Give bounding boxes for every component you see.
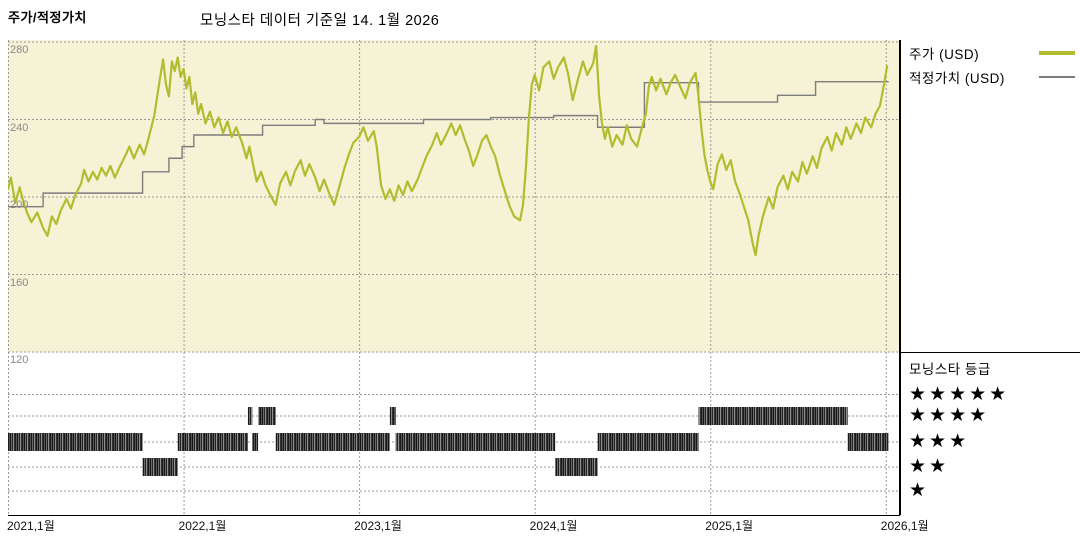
fair-value-line-swatch	[1039, 76, 1075, 78]
y-tick-label-200: 200	[10, 199, 29, 211]
rating-band-3-star	[252, 433, 259, 451]
price-area-background	[8, 40, 899, 352]
x-tick-label-2023,1월: 2023,1월	[354, 519, 402, 533]
rating-band-3-star	[395, 433, 556, 451]
x-tick-label-2022,1월: 2022,1월	[178, 519, 227, 533]
x-tick-label-2026,1월: 2026,1월	[880, 519, 929, 533]
y-tick-label-160: 160	[10, 276, 29, 289]
rating-band-3-star	[177, 433, 248, 451]
rating-band-3-star	[847, 433, 889, 451]
rating-band-3-star	[275, 433, 390, 451]
rating-legend-title: 모닝스타 등급	[909, 362, 991, 377]
section-kicker: 주가/적정가치	[8, 10, 87, 25]
rating-band-4-star	[389, 407, 396, 425]
x-tick-label-2025,1월: 2025,1월	[705, 519, 753, 533]
chart-plot-area: 280 240 200 160 120	[8, 40, 900, 516]
rating-band-3-star	[8, 433, 143, 451]
rating-row-5-star: ★★★★★	[909, 383, 1010, 405]
price-line	[8, 44, 889, 257]
rating-band-4-star	[247, 407, 253, 425]
rating-row-3-star: ★★★	[909, 431, 970, 452]
legend-fair-value-label: 적정가치 (USD)	[909, 71, 1005, 86]
legend-panel: 주가 (USD) 적정가치 (USD) 모닝스타 등급 ★★★★★ ★★★★ ★★★…	[900, 40, 1080, 515]
rating-band-4-star	[698, 407, 848, 425]
rating-row-2-star: ★★	[909, 456, 950, 477]
legend-item-price: 주가 (USD)	[909, 43, 1077, 63]
chart-title: 모닝스타 데이터 기준일 14. 1월 2026	[200, 13, 440, 29]
rating-band-3-star	[597, 433, 699, 451]
y-tick-label-280: 280	[10, 44, 29, 56]
panel-divider	[901, 352, 1080, 353]
x-axis: 2021,1월 2022,1월 2023,1월 2024,1월 2025,1월 2026,…	[0, 517, 1080, 535]
price-line-swatch	[1039, 51, 1075, 55]
y-tick-label-120: 120	[10, 354, 29, 366]
y-tick-label-240: 240	[10, 121, 29, 134]
legend-price-label: 주가 (USD)	[909, 47, 980, 62]
rating-band-2-star	[142, 458, 178, 476]
rating-row-4-star: ★★★★	[909, 405, 990, 426]
rating-band-2-star	[555, 458, 598, 476]
legend-item-fair-value: 적정가치 (USD)	[909, 67, 1077, 87]
rating-band-4-star	[258, 407, 276, 425]
x-tick-label-2024,1월: 2024,1월	[529, 519, 578, 533]
chart-canvas	[8, 40, 899, 515]
rating-row-1-star: ★	[909, 480, 930, 501]
x-tick-label-2021,1월: 2021,1월	[7, 519, 55, 533]
